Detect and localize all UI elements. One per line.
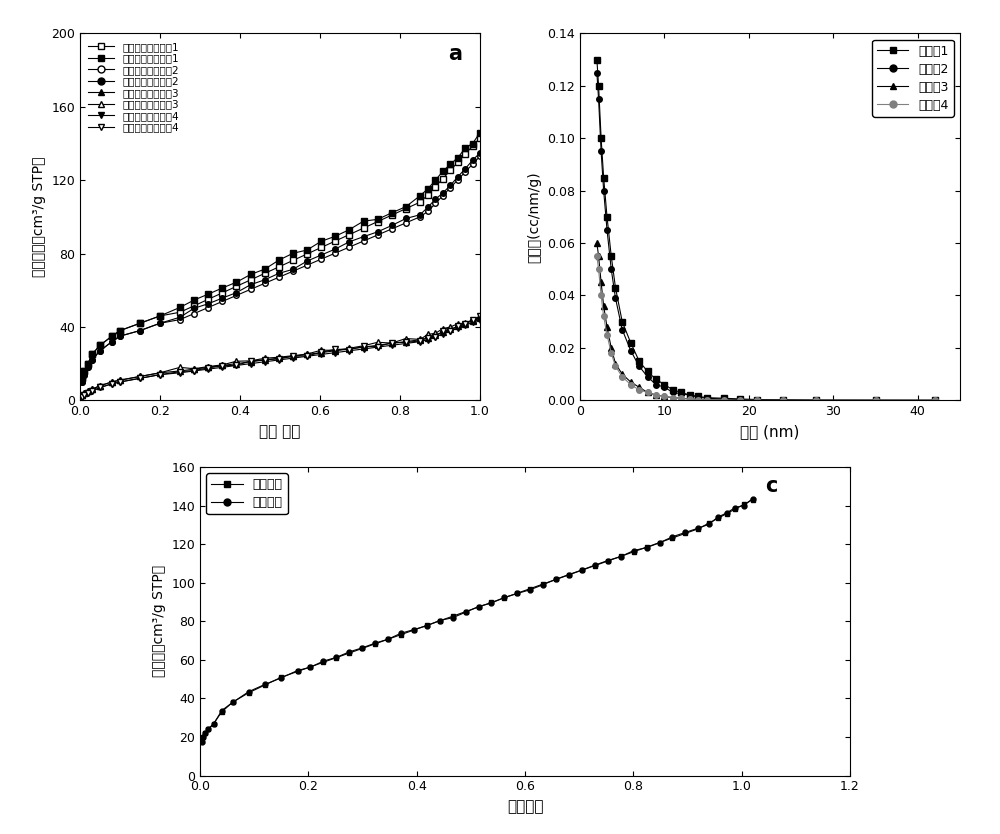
Y-axis label: 吸附量（cm³/g STP）: 吸附量（cm³/g STP） bbox=[152, 565, 166, 677]
Text: b: b bbox=[930, 44, 945, 64]
Text: c: c bbox=[766, 476, 778, 496]
Y-axis label: 吸附体积（cm³/g STP）: 吸附体积（cm³/g STP） bbox=[32, 157, 46, 277]
Legend: 吸附曲线，实施例1, 脱附曲线，实施例1, 吸附曲线，实施例2, 脱附曲线，实施例2, 吸附曲线，实施例3, 脱附曲线，实施例3, 吸附曲线，实施例4, 脱附曲: 吸附曲线，实施例1, 脱附曲线，实施例1, 吸附曲线，实施例2, 脱附曲线，实施… bbox=[85, 38, 182, 136]
Text: a: a bbox=[448, 44, 462, 64]
Legend: 吸附曲线, 脱附曲线: 吸附曲线, 脱附曲线 bbox=[206, 473, 288, 515]
Y-axis label: 孔体积(cc/nm/g): 孔体积(cc/nm/g) bbox=[528, 171, 542, 263]
X-axis label: 相对压力: 相对压力 bbox=[507, 799, 543, 814]
X-axis label: 相对 压力: 相对 压力 bbox=[259, 424, 301, 439]
X-axis label: 孔径 (nm): 孔径 (nm) bbox=[740, 424, 800, 439]
Legend: 实施例1, 实施例2, 实施例3, 实施例4: 实施例1, 实施例2, 实施例3, 实施例4 bbox=[872, 39, 954, 117]
